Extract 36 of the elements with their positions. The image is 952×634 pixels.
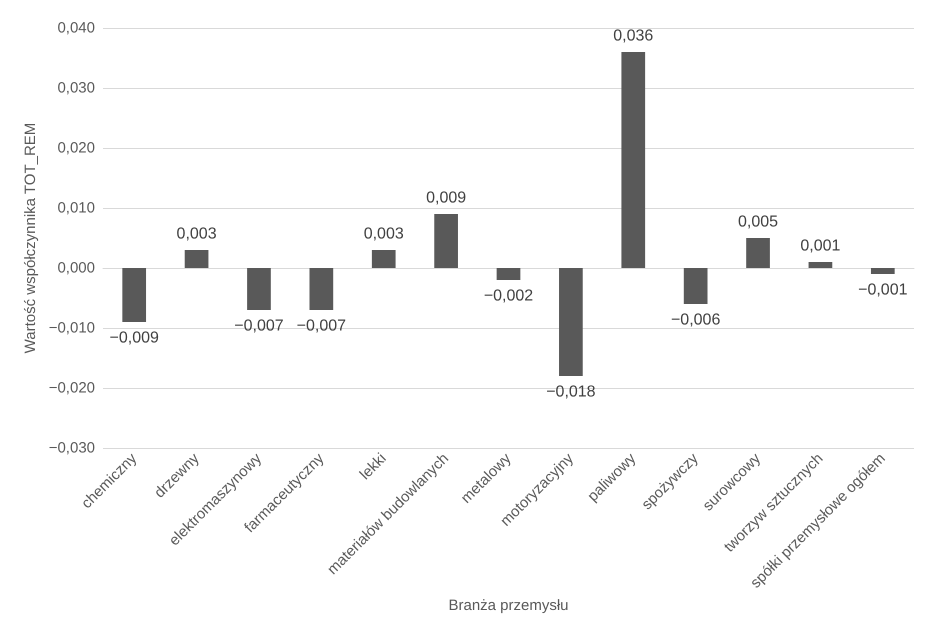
data-label: 0,036: [613, 28, 654, 44]
data-label: 0,003: [364, 226, 404, 242]
bar: [559, 268, 583, 376]
y-tick-label: 0,020: [57, 140, 95, 156]
bar: [122, 268, 146, 322]
bar: [870, 268, 895, 274]
data-label: −0,009: [109, 330, 159, 346]
bar: [184, 250, 208, 268]
bar: [496, 268, 520, 280]
x-axis-title: Branża przemysłu: [448, 597, 569, 614]
y-axis-title: Wartość współczynnika TOT_REM: [22, 122, 39, 354]
y-tick-label: 0,000: [57, 260, 95, 276]
y-tick-label: 0,030: [57, 80, 95, 96]
data-label: −0,018: [546, 384, 596, 400]
data-label: −0,006: [670, 312, 720, 328]
data-label: −0,001: [858, 282, 908, 298]
y-tick-label: −0,030: [48, 440, 95, 456]
data-label: 0,001: [800, 238, 841, 254]
data-label: −0,002: [484, 288, 534, 304]
y-tick-label: −0,010: [48, 320, 95, 336]
bar: [684, 268, 708, 304]
y-tick-label: 0,040: [57, 20, 95, 36]
data-label: −0,007: [296, 318, 346, 334]
bar: [746, 238, 770, 268]
y-tick-label: 0,010: [57, 200, 95, 216]
bar: [247, 268, 271, 310]
bar: [309, 268, 334, 310]
bar: [434, 214, 458, 268]
bar: [621, 52, 646, 268]
bar: [808, 262, 832, 268]
data-label: 0,009: [426, 190, 466, 206]
data-label: −0,007: [234, 318, 284, 334]
bar: [372, 250, 396, 268]
y-tick-label: −0,020: [48, 380, 95, 396]
data-label: 0,005: [738, 214, 778, 230]
data-label: 0,003: [176, 226, 217, 242]
